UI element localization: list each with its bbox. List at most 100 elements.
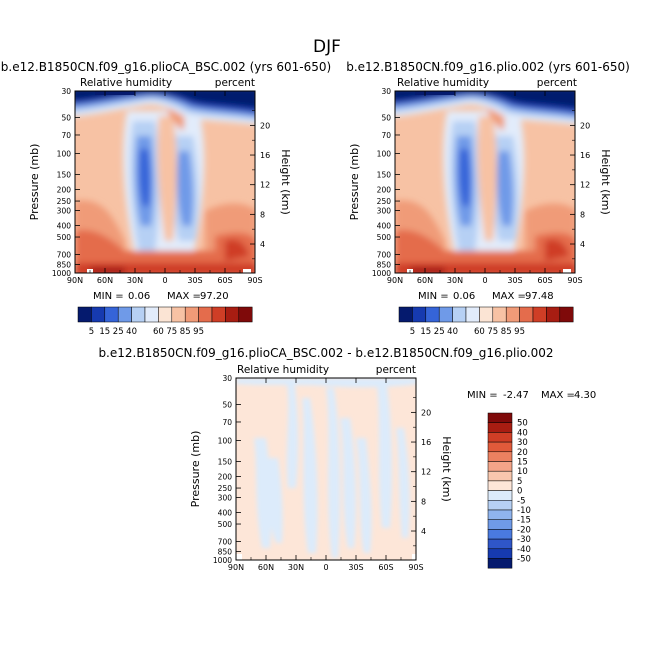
colorbar-swatch (487, 441, 513, 453)
colorbar-swatch (144, 306, 159, 323)
colorbar-label: 0 (517, 487, 522, 497)
colorbar-label: 5 (410, 327, 415, 337)
colorbar-label: 60 (153, 327, 164, 337)
colorbar-swatch (104, 306, 119, 323)
height-tick-label: 8 (580, 210, 585, 219)
x-tick-label: 30N (127, 276, 143, 285)
height-tick-label: 12 (260, 181, 270, 190)
colorbar-label: 15 (99, 327, 110, 337)
x-tick-label: 30S (187, 276, 202, 285)
pressure-tick-label: 400 (377, 221, 392, 230)
colorbar-label: -30 (517, 535, 531, 545)
pressure-tick-label: 100 (377, 149, 392, 158)
height-tick-label: 4 (580, 240, 585, 249)
field-fill (395, 91, 575, 273)
pressure-tick-label: 50 (381, 114, 391, 123)
pressure-tick-label: 500 (377, 233, 392, 242)
colorbar-swatch (487, 548, 513, 559)
contour-region (225, 239, 249, 261)
colorbar-label: -50 (517, 555, 531, 565)
height-tick-label: 20 (260, 121, 270, 130)
x-tick-label: 60S (378, 563, 393, 572)
pressure-tick-label: 400 (57, 221, 72, 230)
colorbar-label: -20 (517, 525, 531, 535)
colorbar-swatch (412, 306, 427, 323)
anomaly-region (396, 428, 410, 538)
pressure-tick-label: 700 (57, 250, 72, 259)
field-contours (236, 378, 416, 558)
panel-title: b.e12.B1850CN.f09_g16.plio.002 (yrs 601-… (346, 60, 630, 74)
colorbar-swatch (487, 480, 513, 491)
x-tick-label: 90S (247, 276, 262, 285)
colorbar-swatch (487, 529, 513, 540)
anomaly-region (376, 378, 393, 528)
pressure-tick-label: 100 (218, 436, 233, 445)
height-tick-label: 8 (260, 210, 265, 219)
colorbar-swatch (487, 432, 513, 443)
colorbar-label: 25 (434, 327, 445, 337)
colorbar-swatch (131, 306, 146, 323)
contour-region (496, 151, 514, 226)
pressure-tick-label: 250 (377, 197, 392, 206)
colorbar-label: 40 (126, 327, 137, 337)
colorbar-label: 95 (193, 327, 204, 337)
colorbar-swatch (487, 490, 513, 501)
variable-label: Relative humidity (397, 77, 489, 89)
contour-region (95, 91, 135, 95)
colorbar-swatch (505, 306, 520, 323)
colorbar-swatch (519, 306, 534, 323)
min-value: 0.06 (453, 291, 475, 302)
pressure-tick-label: 100 (57, 149, 72, 158)
colorbar-swatch (487, 422, 513, 433)
surface-mask (412, 554, 416, 560)
x-tick-label: 60N (97, 276, 113, 285)
x-tick-label: 90S (408, 563, 423, 572)
x-tick-label: 30N (288, 563, 304, 572)
anomaly-region (302, 398, 318, 553)
contour-region (410, 267, 445, 273)
plot-area (395, 91, 575, 273)
height-tick-label: 4 (260, 240, 265, 249)
anomaly-region (340, 418, 357, 548)
colorbar-label: 5 (89, 327, 94, 337)
colorbar-swatch (211, 306, 226, 323)
colorbar: 5 15 25 40 60 75 85 95 (398, 306, 574, 337)
colorbar-swatch (91, 306, 106, 323)
max-value: 97.20 (200, 291, 229, 302)
contour-region (139, 149, 151, 206)
colorbar-label: 95 (514, 327, 525, 337)
variable-label: Relative humidity (80, 77, 172, 89)
plot-area (75, 91, 255, 273)
surface-mask (243, 269, 251, 273)
page-title: DJF (313, 37, 341, 57)
colorbar-label: 85 (180, 327, 191, 337)
min-label: MIN = (467, 390, 498, 401)
colorbar-swatch (546, 306, 561, 323)
units-label: percent (215, 77, 255, 89)
plot-area (236, 378, 416, 560)
colorbar: 5 15 25 40 60 75 85 95 (77, 306, 253, 337)
pressure-tick-label: 850 (377, 261, 392, 270)
colorbar-swatch (487, 451, 513, 462)
colorbar-swatch (425, 306, 440, 323)
min-label: MIN = (93, 291, 124, 302)
pressure-tick-label: 1000 (213, 556, 232, 565)
height-tick-label: 16 (580, 151, 590, 160)
colorbar-swatch (117, 306, 132, 323)
colorbar-label: 15 (420, 327, 431, 337)
y-axis-label-right: Height (km) (279, 149, 292, 215)
colorbar-swatch (171, 306, 186, 323)
colorbar-swatch (487, 519, 513, 530)
pressure-tick-label: 300 (218, 494, 233, 503)
contour-region (157, 116, 177, 241)
pressure-tick-label: 150 (218, 458, 233, 467)
min-label: MIN = (418, 291, 449, 302)
colorbar-label: -10 (517, 506, 531, 516)
colorbar-label: 85 (501, 327, 512, 337)
colorbar-swatch (198, 306, 213, 323)
colorbar-swatch (158, 306, 173, 323)
height-tick-label: 12 (421, 468, 431, 477)
colorbar-swatch (559, 306, 574, 323)
x-tick-label: 0 (162, 276, 167, 285)
anomaly-region (356, 438, 372, 553)
